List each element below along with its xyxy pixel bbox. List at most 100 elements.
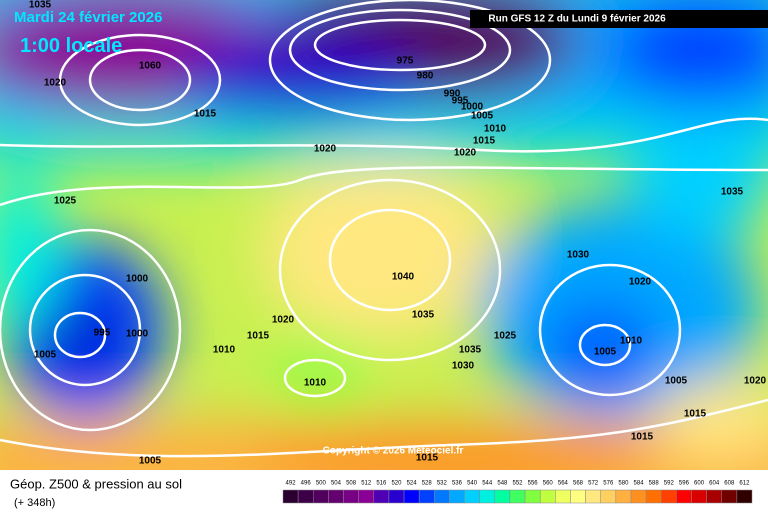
scale-cell: [494, 489, 511, 504]
copyright: Copyright © 2026 Meteociel.fr: [323, 446, 464, 457]
scale-cell: [297, 489, 314, 504]
isobar-label: 1040: [392, 272, 415, 283]
scale-cell: [373, 489, 390, 504]
scale-label: 552: [512, 481, 523, 487]
scale-label: 556: [528, 481, 539, 487]
scale-cell: [721, 489, 738, 504]
scale-label: 496: [301, 481, 312, 487]
isobar-label: 1005: [665, 376, 688, 387]
scale-cell: [691, 489, 707, 504]
time: 1:00 locale: [20, 35, 122, 57]
scale-label: 596: [679, 481, 690, 487]
isobar-label: 1060: [139, 61, 162, 72]
isobar-label: 1005: [471, 111, 494, 122]
scale-cell: [585, 489, 601, 504]
isobar-label: 995: [94, 328, 111, 339]
scale-label: 544: [482, 481, 493, 487]
isobar-label: 1035: [459, 345, 482, 356]
scale-cell: [660, 489, 677, 504]
scale-cell: [645, 489, 662, 504]
isobar-label: 1015: [416, 453, 439, 464]
isobar-label: 1010: [484, 124, 507, 135]
isobar-label: 1000: [126, 274, 149, 285]
scale-cell: [282, 489, 299, 504]
isobar-label: 1010: [213, 345, 236, 356]
scale-cell: [615, 489, 632, 504]
scale-label: 584: [634, 481, 645, 487]
isobar-label: 1035: [29, 0, 52, 11]
scale-label: 572: [588, 481, 599, 487]
isobar-label: 1000: [461, 102, 484, 113]
isobar-label: 1010: [304, 378, 327, 389]
run-banner: [470, 10, 768, 28]
isobar-label: 1035: [412, 310, 435, 321]
scale-cell: [555, 489, 571, 504]
isobar-label: 980: [417, 71, 434, 82]
isobar-label: 1015: [247, 331, 270, 342]
scale-label: 604: [709, 481, 720, 487]
scale-cell: [570, 489, 586, 504]
isobar-label: 995: [452, 96, 469, 107]
color-scale: 492 496 500 504 508 512 516 520 524 528 532 536 540 5…: [282, 481, 753, 504]
scale-label: 612: [739, 481, 750, 487]
isobar-label: 1010: [620, 336, 643, 347]
isobar-label: 1020: [744, 376, 767, 387]
scale-label: 540: [467, 481, 478, 487]
scale-label: 492: [286, 481, 297, 487]
scale-label: 568: [573, 481, 584, 487]
isobar-label: 1020: [44, 78, 67, 89]
isobar-label: 990: [444, 89, 461, 100]
scale-label: 592: [664, 481, 675, 487]
scale-cell: [464, 489, 480, 504]
isobar-label: 1020: [629, 277, 652, 288]
scale-label: 608: [724, 481, 735, 487]
scale-label: 536: [452, 481, 463, 487]
scale-cell: [736, 489, 753, 504]
scale-label: 600: [694, 481, 705, 487]
scale-label: 576: [603, 481, 614, 487]
scale-label: 528: [422, 481, 433, 487]
isobar-labels: 1035102010601015102010259759809909951000…: [29, 0, 767, 467]
isobar-label: 1005: [34, 350, 57, 361]
isobar-label: 1000: [126, 329, 149, 340]
scale-cell: [403, 489, 420, 504]
scale-label: 588: [649, 481, 660, 487]
scale-cell: [313, 489, 329, 504]
isobar-label: 1035: [721, 187, 744, 198]
scale-cell: [449, 489, 465, 504]
scale-label: 524: [407, 481, 418, 487]
isobar-label: 1015: [684, 409, 707, 420]
scale-label: 548: [497, 481, 508, 487]
isobar-label: 1020: [454, 148, 477, 159]
scale-cell: [524, 489, 541, 504]
isobar-label: 1020: [314, 144, 337, 155]
scale-cell: [479, 489, 496, 504]
isobar-label: 975: [397, 56, 414, 67]
scale-cell: [600, 489, 617, 504]
scale-label: 564: [558, 481, 569, 487]
scale-label: 532: [437, 481, 448, 487]
scale-label: 560: [543, 481, 554, 487]
footer-title: Géop. Z500 & pression au sol: [10, 476, 182, 491]
isobar-label: 1015: [473, 136, 496, 147]
scale-label: 516: [376, 481, 387, 487]
date: Mardi 24 février 2026: [14, 9, 162, 26]
scale-label: 512: [361, 481, 372, 487]
scale-cell: [328, 489, 344, 504]
isobar-label: 1030: [452, 361, 475, 372]
isobar-label: 1015: [194, 109, 217, 120]
isobar-label: 1020: [272, 315, 295, 326]
scale-cell: [706, 489, 722, 504]
scale-cell: [343, 489, 359, 504]
isobars: [0, 0, 768, 458]
isobar-label: 1005: [139, 456, 162, 467]
footer-lead: (+ 348h): [14, 497, 55, 509]
scale-label: 520: [391, 481, 402, 487]
isobar-label: 1015: [631, 432, 654, 443]
scale-label: 500: [316, 481, 327, 487]
scale-label: 504: [331, 481, 342, 487]
isobar-label: 1025: [54, 196, 77, 207]
isobar-label: 1005: [594, 347, 617, 358]
scale-cell: [676, 489, 692, 504]
